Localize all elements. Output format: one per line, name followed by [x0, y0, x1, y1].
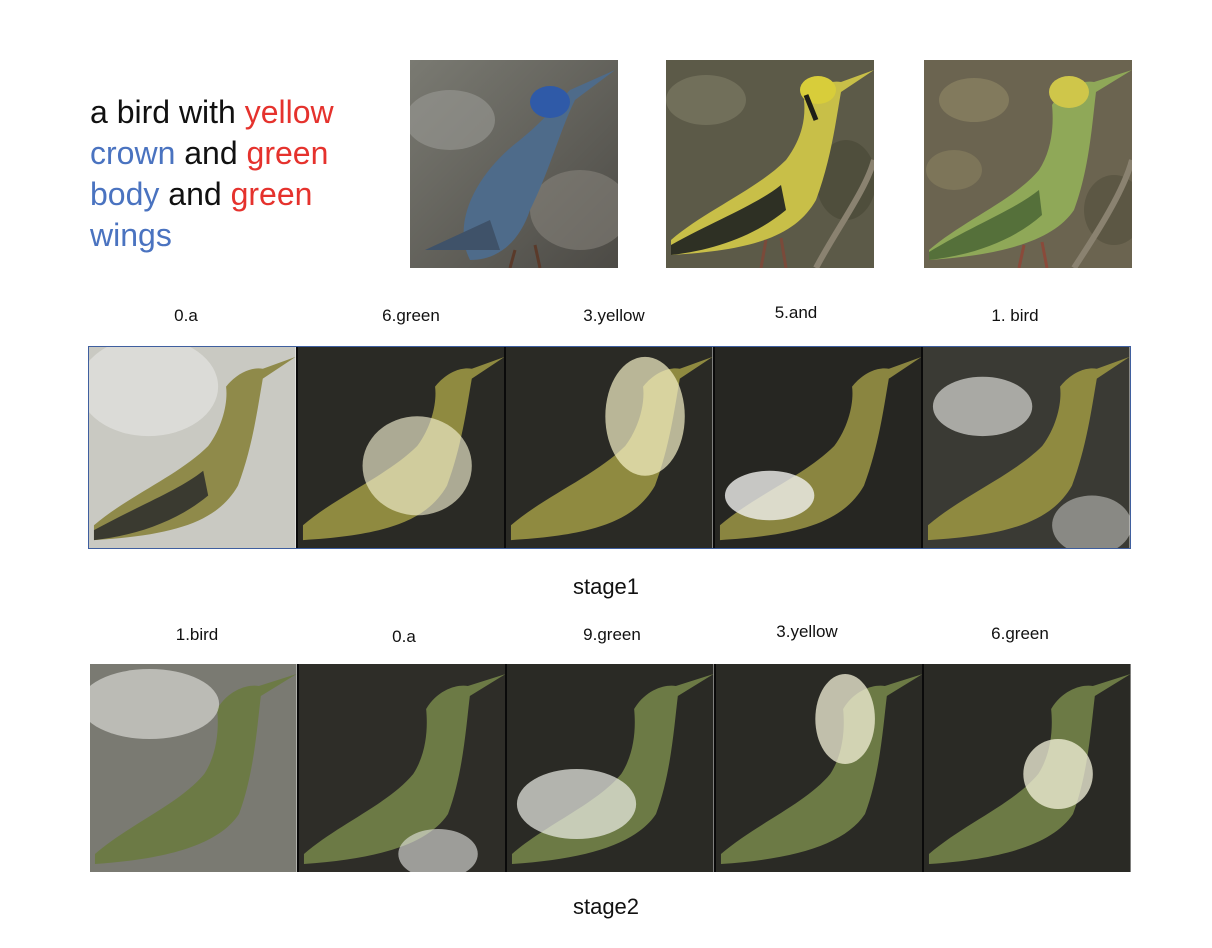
stage1-word-label: 3.yellow: [510, 306, 718, 326]
caption-word: and: [159, 176, 230, 212]
attention-map: [299, 664, 508, 872]
caption-word: yellow: [245, 94, 334, 130]
caption-word: green: [247, 135, 329, 171]
stage2-word-label: 3.yellow: [703, 622, 911, 642]
attention-map: [506, 347, 715, 548]
stage1-word-label: 6.green: [307, 306, 515, 326]
stage1-attention-strip: [88, 346, 1131, 549]
attention-map: [298, 347, 507, 548]
stage2-word-label: 1.bird: [93, 625, 301, 645]
caption-word: and: [175, 135, 246, 171]
generated-image-stage0: [410, 60, 618, 268]
stage1-title: stage1: [0, 574, 1212, 600]
caption-word: wings: [90, 217, 172, 253]
stage2-title: stage2: [0, 894, 1212, 920]
stage2-attention-strip: [90, 664, 1131, 872]
caption-word: crown: [90, 135, 175, 171]
text-caption: a bird with yellow crown and green body …: [90, 92, 390, 256]
attention-map: [923, 347, 1130, 548]
attention-map: [924, 664, 1131, 872]
caption-word: body: [90, 176, 159, 212]
stage1-word-label: 5.and: [692, 303, 900, 323]
attention-map: [89, 347, 298, 548]
generated-image-stage2: [924, 60, 1132, 268]
caption-word: a bird with: [90, 94, 245, 130]
attention-map: [507, 664, 716, 872]
attention-map: [90, 664, 299, 872]
stage2-word-label: 0.a: [300, 627, 508, 647]
caption-word: green: [231, 176, 313, 212]
stage2-word-label: 6.green: [916, 624, 1124, 644]
stage1-word-label: 0.a: [82, 306, 290, 326]
attention-map: [715, 347, 924, 548]
attention-map: [716, 664, 925, 872]
stage1-word-label: 1. bird: [911, 306, 1119, 326]
stage2-word-label: 9.green: [508, 625, 716, 645]
generated-image-stage1: [666, 60, 874, 268]
